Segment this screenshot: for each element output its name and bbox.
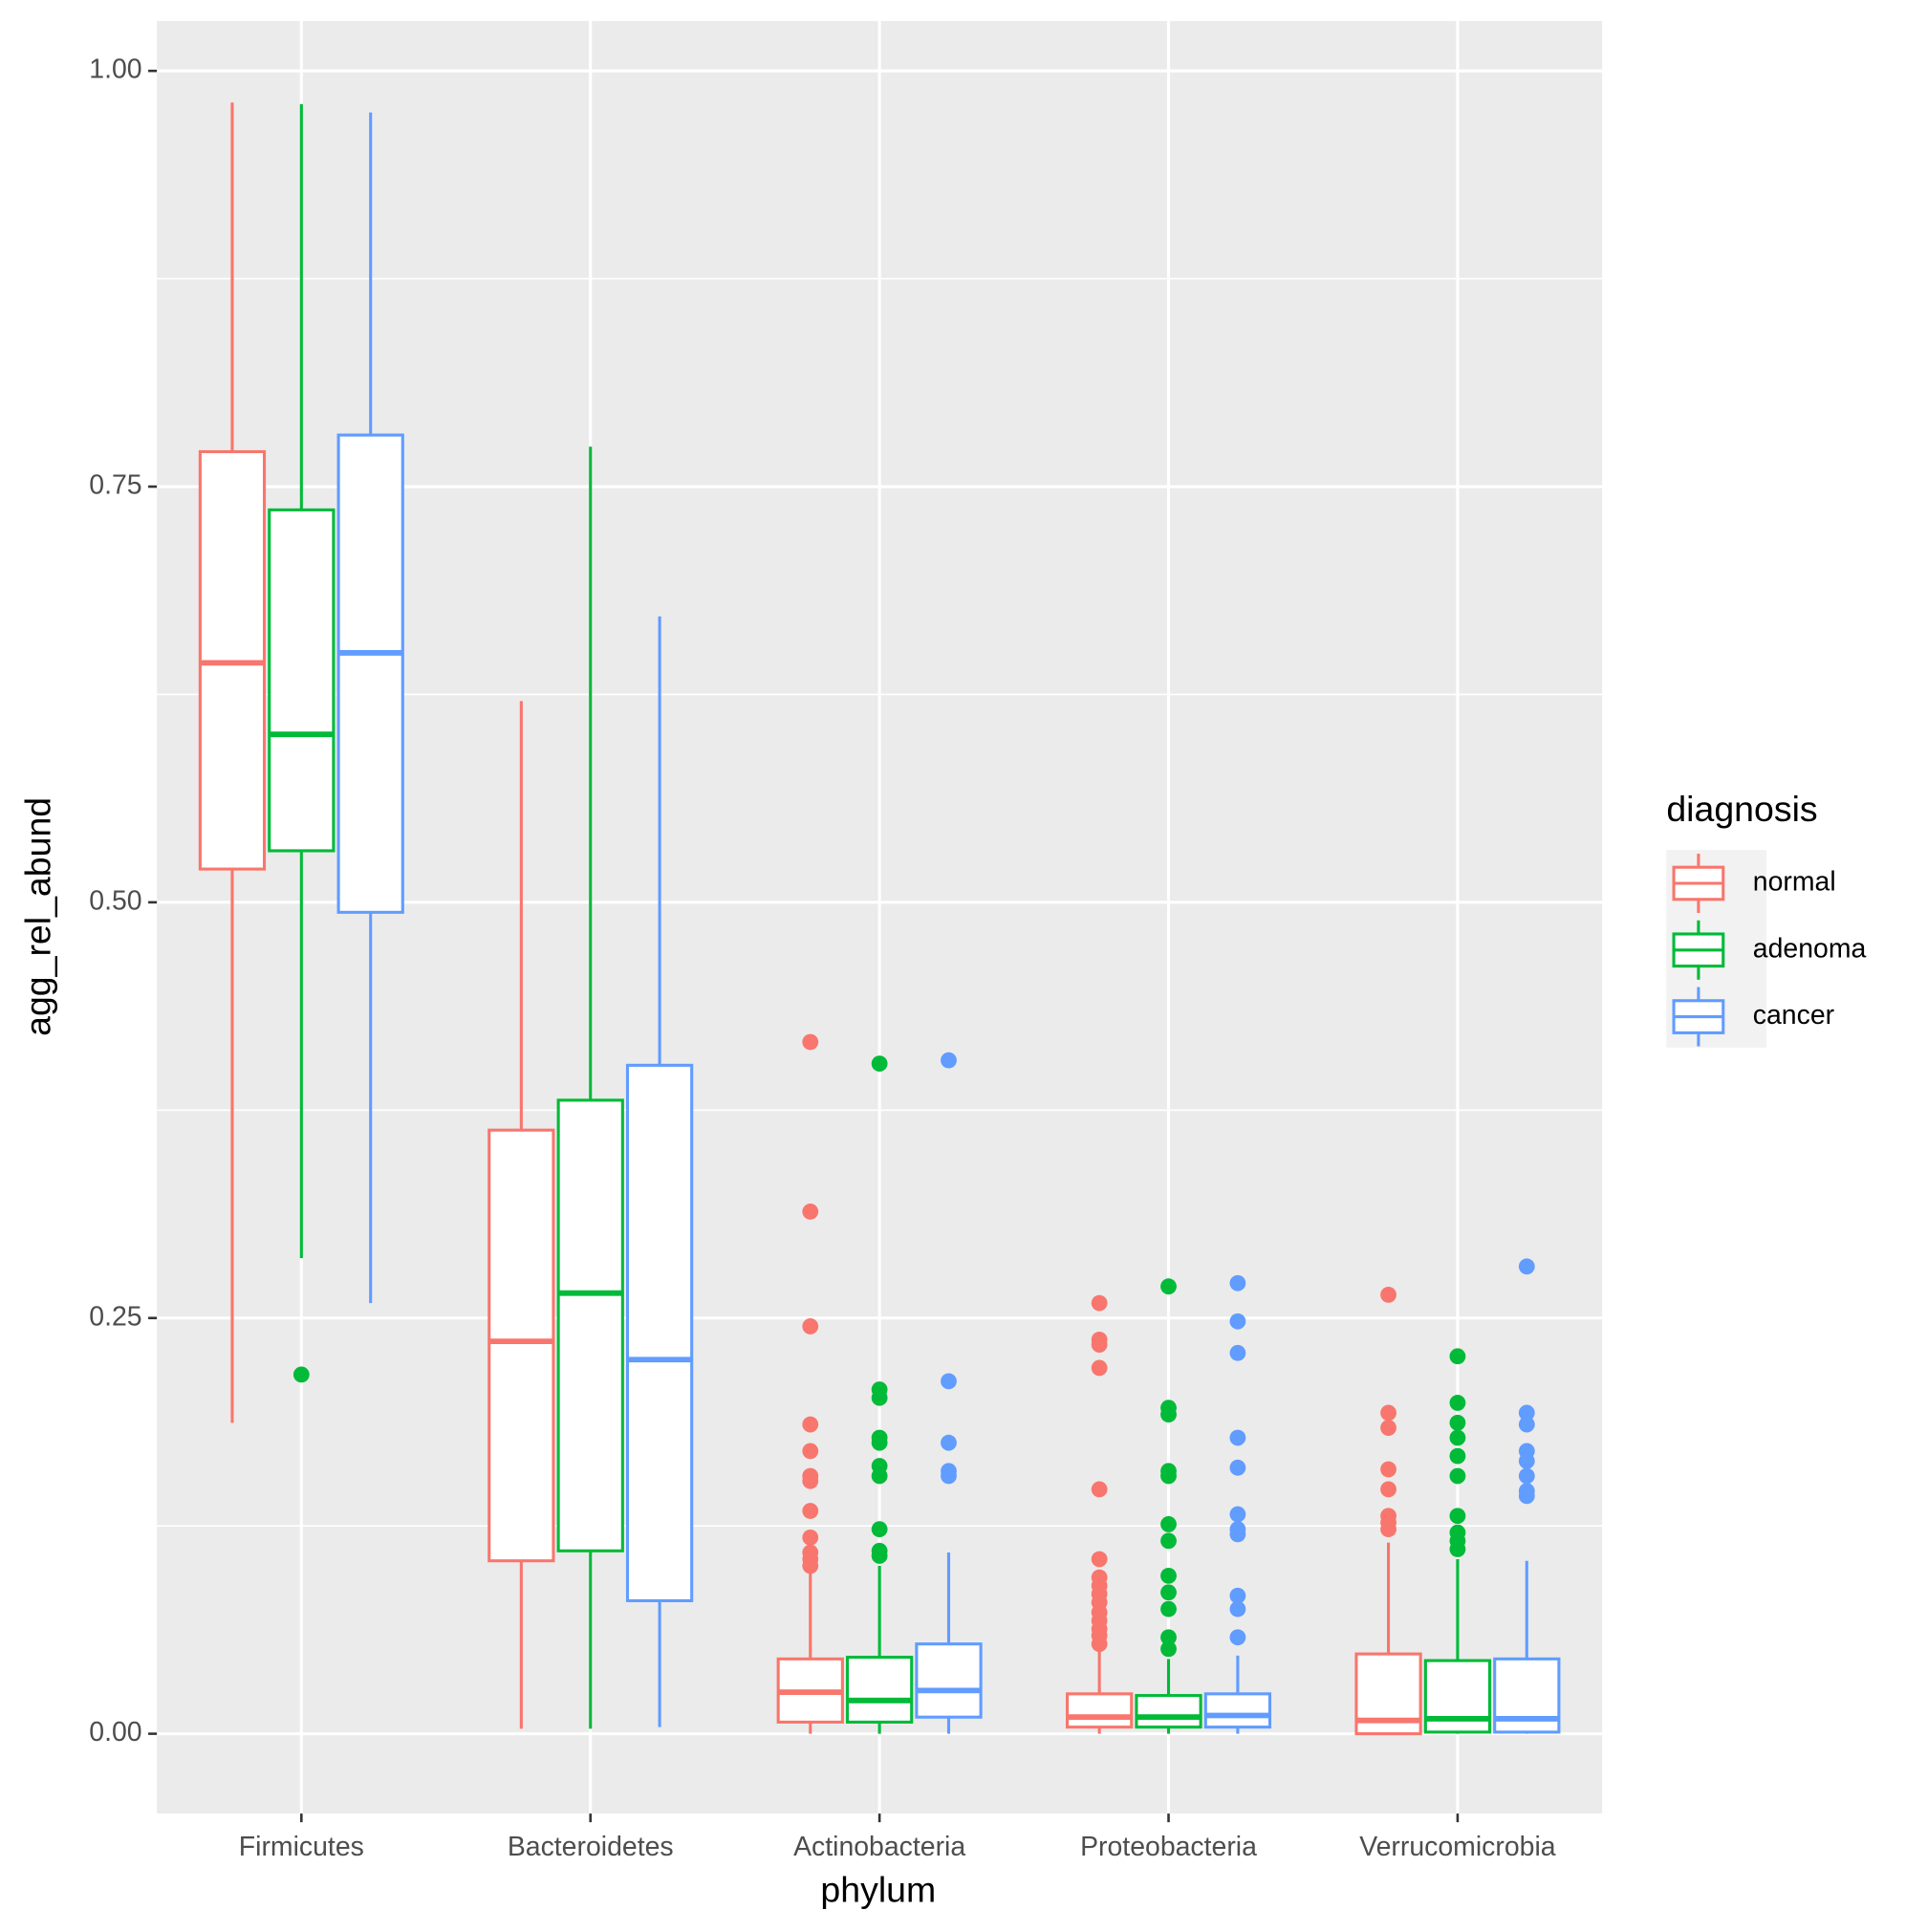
outlier bbox=[1160, 1467, 1177, 1485]
y-tick-label: 0.50 bbox=[89, 885, 141, 916]
y-tick-label: 1.00 bbox=[89, 54, 141, 85]
outlier bbox=[1449, 1447, 1466, 1465]
outlier bbox=[941, 1052, 957, 1069]
outlier bbox=[1160, 1406, 1177, 1423]
x-tick-label: Proteobacteria bbox=[1080, 1832, 1257, 1862]
outlier bbox=[871, 1521, 888, 1538]
x-tick-label: Actinobacteria bbox=[793, 1832, 965, 1862]
outlier bbox=[1449, 1541, 1466, 1557]
outlier bbox=[1229, 1274, 1246, 1292]
outlier bbox=[1518, 1258, 1535, 1275]
outlier bbox=[802, 1529, 819, 1546]
outlier bbox=[1518, 1404, 1535, 1422]
box bbox=[1203, 1692, 1272, 1729]
outlier bbox=[871, 1548, 888, 1564]
y-tick-label: 0.75 bbox=[89, 470, 141, 501]
x-tick-label: Bacteroidetes bbox=[508, 1832, 674, 1862]
outlier bbox=[292, 1366, 310, 1383]
outlier bbox=[1091, 1336, 1108, 1353]
box bbox=[487, 1128, 555, 1563]
outlier bbox=[802, 1318, 819, 1335]
outlier bbox=[1160, 1600, 1177, 1617]
outlier bbox=[1229, 1313, 1246, 1330]
outlier bbox=[871, 1389, 888, 1406]
outlier bbox=[941, 1434, 957, 1451]
outlier bbox=[1160, 1584, 1177, 1601]
box bbox=[845, 1656, 914, 1724]
box bbox=[915, 1642, 983, 1719]
outlier bbox=[802, 1503, 819, 1519]
outlier bbox=[1380, 1461, 1397, 1478]
legend-title: diagnosis bbox=[1666, 789, 1817, 829]
outlier bbox=[1229, 1459, 1246, 1476]
outlier bbox=[1449, 1348, 1466, 1365]
outlier bbox=[802, 1416, 819, 1433]
outlier bbox=[1091, 1294, 1108, 1312]
outlier bbox=[1229, 1587, 1246, 1604]
outlier bbox=[941, 1467, 957, 1485]
outlier bbox=[1449, 1429, 1466, 1446]
box bbox=[268, 508, 336, 853]
outlier bbox=[871, 1467, 888, 1485]
box bbox=[1135, 1694, 1202, 1729]
outlier bbox=[1229, 1600, 1246, 1617]
outlier bbox=[1229, 1506, 1246, 1523]
outlier bbox=[1449, 1395, 1466, 1411]
outlier bbox=[1229, 1344, 1246, 1361]
outlier bbox=[941, 1373, 957, 1390]
y-tick-label: 0.25 bbox=[89, 1301, 141, 1332]
x-axis-title: phylum bbox=[820, 1870, 936, 1910]
legend-label: adenoma bbox=[1753, 933, 1867, 964]
outlier bbox=[1518, 1452, 1535, 1469]
outlier bbox=[1160, 1532, 1177, 1550]
outlier bbox=[1449, 1414, 1466, 1431]
outlier bbox=[1229, 1526, 1246, 1543]
outlier bbox=[1380, 1521, 1397, 1538]
box bbox=[336, 433, 404, 914]
outlier bbox=[1160, 1640, 1177, 1658]
outlier bbox=[1229, 1429, 1246, 1446]
outlier bbox=[802, 1557, 819, 1574]
outlier bbox=[1160, 1278, 1177, 1295]
legend-label: normal bbox=[1753, 867, 1836, 898]
outlier bbox=[1160, 1629, 1177, 1646]
outlier bbox=[1449, 1467, 1466, 1485]
outlier bbox=[1380, 1286, 1397, 1303]
outlier bbox=[1518, 1487, 1535, 1505]
outlier bbox=[802, 1033, 819, 1051]
x-tick-label: Verrucomicrobia bbox=[1359, 1832, 1556, 1862]
outlier bbox=[1380, 1404, 1397, 1422]
marks bbox=[198, 102, 1561, 1736]
outlier bbox=[802, 1204, 819, 1220]
y-tick-label: 0.00 bbox=[89, 1717, 141, 1747]
outlier bbox=[1160, 1516, 1177, 1532]
outlier bbox=[802, 1443, 819, 1460]
legend-label: cancer bbox=[1753, 1000, 1834, 1031]
outlier bbox=[1091, 1481, 1108, 1498]
legend: normal adenoma cancer bbox=[1666, 850, 1866, 1048]
outlier bbox=[1091, 1551, 1108, 1568]
outlier bbox=[871, 1055, 888, 1073]
box bbox=[625, 1063, 694, 1603]
outlier bbox=[1518, 1416, 1535, 1433]
outlier bbox=[1091, 1636, 1108, 1653]
outlier bbox=[1380, 1481, 1397, 1498]
outlier bbox=[1229, 1629, 1246, 1646]
outlier bbox=[1091, 1359, 1108, 1377]
outlier bbox=[1449, 1508, 1466, 1525]
outlier bbox=[1518, 1467, 1535, 1485]
box bbox=[1066, 1692, 1134, 1729]
y-axis-title: agg_rel_abund bbox=[18, 797, 58, 1036]
outlier bbox=[1160, 1567, 1177, 1584]
box bbox=[556, 1098, 624, 1552]
outlier bbox=[802, 1472, 819, 1489]
outlier bbox=[871, 1434, 888, 1451]
x-tick-label: Firmicutes bbox=[239, 1832, 364, 1862]
outlier bbox=[1380, 1420, 1397, 1436]
